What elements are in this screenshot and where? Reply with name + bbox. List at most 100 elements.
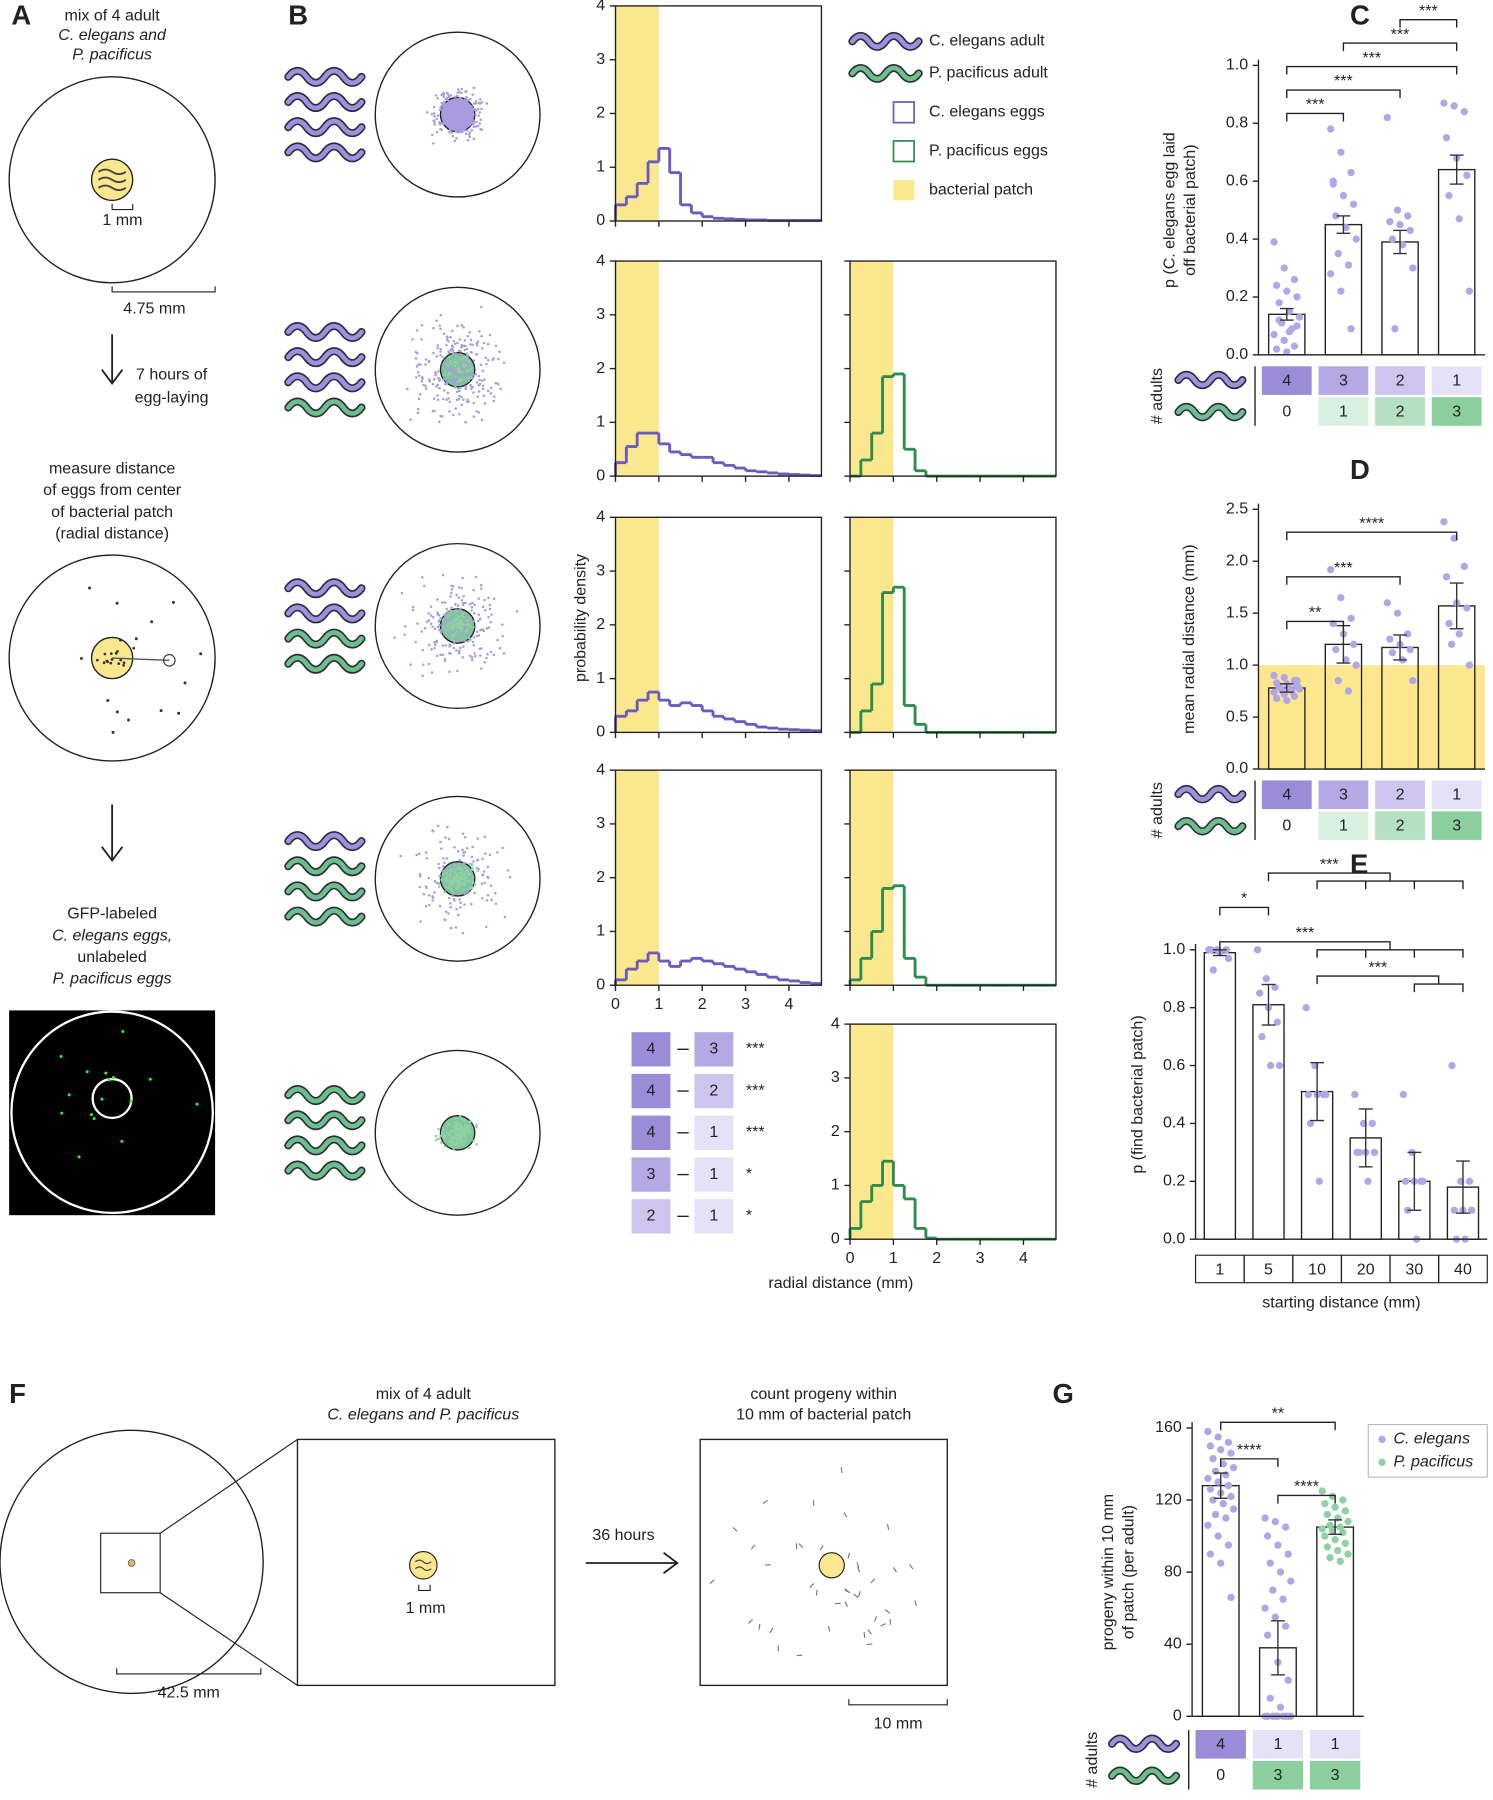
egg-dot <box>457 1144 460 1148</box>
egg-dot <box>434 1134 438 1138</box>
egg-dot <box>457 370 460 374</box>
dish <box>374 1049 541 1216</box>
data-point <box>1398 241 1407 249</box>
egg-dot <box>472 108 476 112</box>
egg-dot <box>444 880 448 884</box>
egg-dot <box>438 904 442 908</box>
egg-dot <box>459 1140 462 1143</box>
egg-dot <box>439 327 442 331</box>
egg-dot <box>458 638 462 642</box>
egg-dot <box>460 619 463 622</box>
y-tick-label: 0.0 <box>1226 760 1248 777</box>
data-point <box>1224 1541 1233 1549</box>
egg-dot <box>441 108 444 111</box>
egg-dot <box>452 354 456 358</box>
egg-dot <box>452 875 456 878</box>
egg-dot <box>447 112 451 115</box>
egg-dot <box>443 619 447 622</box>
egg-dot <box>429 622 433 626</box>
worm-icon <box>285 1162 364 1179</box>
egg-dot <box>451 134 455 138</box>
egg-dot <box>465 1129 469 1132</box>
egg-dot <box>427 876 430 880</box>
gfp-egg <box>112 1076 116 1079</box>
egg-dot <box>448 400 452 404</box>
egg-dot <box>417 374 421 377</box>
egg-dot <box>461 612 465 615</box>
egg-dot <box>445 115 448 119</box>
egg-dot <box>494 381 498 385</box>
worm-icon <box>1109 1736 1179 1752</box>
data-point <box>1258 1032 1266 1041</box>
egg-dot <box>468 1124 472 1127</box>
egg-dot <box>469 367 473 371</box>
data-point <box>1283 348 1291 356</box>
significance-label: *** <box>1334 560 1353 577</box>
scale-label: 1 mm <box>102 212 142 229</box>
egg-dot <box>472 137 476 141</box>
progeny-sketch <box>844 1601 849 1607</box>
egg-dot <box>481 369 485 373</box>
egg-dot <box>439 313 443 317</box>
egg-dot <box>429 605 433 609</box>
egg-dot <box>458 612 461 616</box>
egg-dot <box>449 875 452 879</box>
group-box <box>631 1199 671 1234</box>
egg-dot <box>477 411 481 414</box>
group-count: 1 <box>1452 787 1461 804</box>
x-axis-label: starting distance (mm) <box>1262 1295 1420 1312</box>
step-label: count progeny within <box>750 1386 897 1403</box>
egg-dot <box>450 890 454 894</box>
egg-dot <box>443 373 446 376</box>
egg-dot <box>474 102 477 105</box>
data-point <box>1204 1427 1212 1436</box>
egg-dot <box>455 892 458 895</box>
egg-dot <box>431 382 435 386</box>
egg-dot <box>455 398 459 401</box>
egg-dot <box>474 100 478 103</box>
egg-dot <box>475 410 478 413</box>
egg-dot <box>452 100 456 103</box>
egg-dot <box>453 382 456 385</box>
egg-dot <box>466 139 470 142</box>
egg-dot <box>476 108 480 111</box>
egg-dot <box>443 625 446 629</box>
egg-dot <box>449 93 453 97</box>
egg-dot <box>463 339 467 342</box>
data-point <box>1227 1449 1235 1457</box>
egg-dot <box>449 906 452 909</box>
group-box <box>631 1032 671 1067</box>
egg-dot <box>431 133 434 137</box>
egg-dot <box>455 621 458 625</box>
egg-dot <box>460 882 464 885</box>
significance-label: **** <box>1294 1479 1319 1496</box>
egg-dot <box>454 638 458 641</box>
egg-dot <box>462 854 465 857</box>
worm-icon <box>285 655 364 673</box>
egg-dot <box>464 105 467 108</box>
egg-dot <box>449 609 452 613</box>
group-count: 2 <box>647 1208 656 1225</box>
egg-dot <box>461 108 464 111</box>
group-box <box>1375 397 1425 426</box>
egg-dot <box>400 591 404 595</box>
egg-dot <box>450 887 453 891</box>
egg-dot <box>443 102 447 105</box>
data-point <box>1465 661 1474 669</box>
significance-label: *** <box>746 1041 765 1058</box>
egg-dot <box>458 378 461 382</box>
data-point <box>1339 1528 1347 1537</box>
egg-dot <box>489 884 493 887</box>
egg-dot <box>443 631 447 635</box>
significance-bracket <box>1342 42 1458 52</box>
egg-dot <box>462 594 465 598</box>
egg-dot <box>431 899 434 902</box>
egg-sketch <box>106 698 110 702</box>
data-point <box>1285 307 1293 316</box>
egg-dot <box>470 658 474 662</box>
egg-dot <box>465 629 468 633</box>
egg-dot <box>453 1127 457 1131</box>
legend-label: P. pacificus <box>1393 1454 1473 1471</box>
x-tick-label: 20 <box>1357 1261 1375 1278</box>
egg-dot <box>464 623 468 627</box>
